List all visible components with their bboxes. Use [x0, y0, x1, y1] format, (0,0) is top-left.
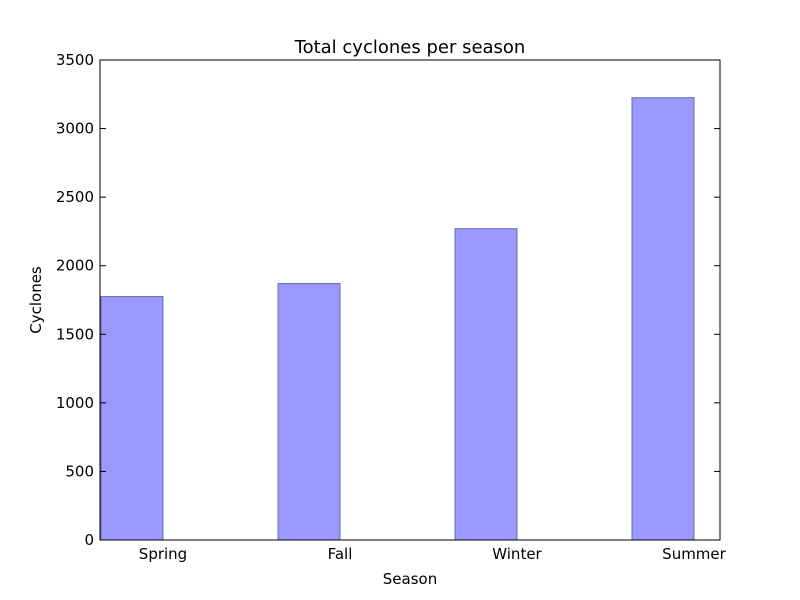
x-tick-label-summer: Summer — [662, 545, 726, 563]
x-axis-label: Season — [383, 570, 437, 588]
y-tick-label-0: 0 — [84, 531, 94, 549]
x-axis-ticks: Spring Fall Winter Summer — [139, 545, 727, 563]
y-tick-label-3000: 3000 — [56, 120, 94, 138]
x-tick-label-winter: Winter — [492, 545, 542, 563]
y-axis-label: Cyclones — [27, 266, 45, 334]
y-tick-label-2000: 2000 — [56, 257, 94, 275]
bar-summer — [631, 97, 695, 541]
chart-title: Total cyclones per season — [294, 37, 526, 58]
bar-fall — [277, 283, 341, 541]
y-tick-label-2500: 2500 — [56, 188, 94, 206]
y-tick-label-1500: 1500 — [56, 325, 94, 343]
y-tick-label-1000: 1000 — [56, 394, 94, 412]
bars-group — [100, 97, 695, 541]
bar-spring — [100, 296, 164, 541]
x-tick-label-fall: Fall — [328, 545, 353, 563]
y-tick-label-3500: 3500 — [56, 51, 94, 69]
x-tick-label-spring: Spring — [139, 545, 187, 563]
plot-frame — [99, 59, 721, 541]
y-axis-ticks: 0 500 1000 1500 2000 2500 3000 3500 — [56, 51, 720, 549]
y-tick-label-500: 500 — [65, 462, 94, 480]
bar-winter — [454, 228, 518, 541]
